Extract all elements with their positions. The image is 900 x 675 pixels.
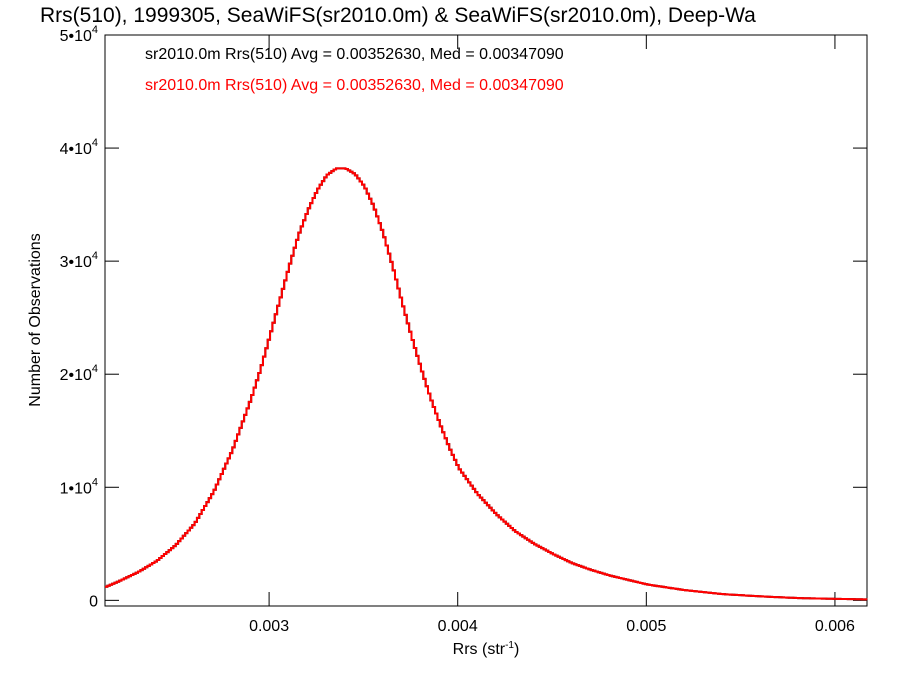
x-axis-label-end: ) [514, 641, 519, 658]
series-line-black [105, 167, 868, 601]
x-tick-label: 0.006 [815, 618, 855, 635]
y-tick-mantissa: 5•10 [60, 28, 92, 45]
y-tick-exponent: 4 [92, 476, 98, 488]
legend-entry-red: sr2010.0m Rrs(510) Avg = 0.00352630, Med… [145, 77, 564, 94]
y-tick-mantissa: 0 [89, 593, 98, 610]
x-axis-label-superscript: -1 [505, 640, 514, 651]
y-tick-exponent: 4 [92, 250, 98, 262]
x-axis-label-main: Rrs (str [453, 641, 506, 658]
x-tick-label: 0.005 [626, 618, 666, 635]
y-tick-label: 4•104 [60, 137, 98, 158]
y-tick-exponent: 4 [92, 363, 98, 375]
y-tick-label: 1•104 [60, 476, 98, 497]
series-layer [105, 167, 868, 601]
y-tick-label: 3•104 [60, 250, 98, 271]
y-tick-mantissa: 4•10 [60, 141, 92, 158]
x-tick-label: 0.003 [249, 618, 289, 635]
y-tick-mantissa: 2•10 [60, 367, 92, 384]
chart-title: Rrs(510), 1999305, SeaWiFS(sr2010.0m) & … [40, 4, 756, 27]
y-tick-exponent: 4 [92, 24, 98, 36]
y-tick-label: 5•104 [60, 24, 98, 45]
y-tick-exponent: 4 [92, 137, 98, 149]
y-tick-label: 0 [89, 593, 98, 610]
y-axis-label: Number of Observations [27, 233, 44, 406]
y-tick-label: 2•104 [60, 363, 98, 384]
y-tick-mantissa: 3•10 [60, 254, 92, 271]
legend-entry-black: sr2010.0m Rrs(510) Avg = 0.00352630, Med… [145, 46, 564, 63]
x-axis-label: Rrs (str-1) [453, 640, 520, 658]
plot-frame [104, 34, 868, 607]
legend: sr2010.0m Rrs(510) Avg = 0.00352630, Med… [145, 46, 564, 94]
x-axis-ticks: 0.003 0.004 0.005 0.006 [249, 35, 855, 635]
y-tick-mantissa: 1•10 [60, 480, 92, 497]
x-tick-label: 0.004 [438, 618, 478, 635]
series-line-red [105, 167, 868, 601]
